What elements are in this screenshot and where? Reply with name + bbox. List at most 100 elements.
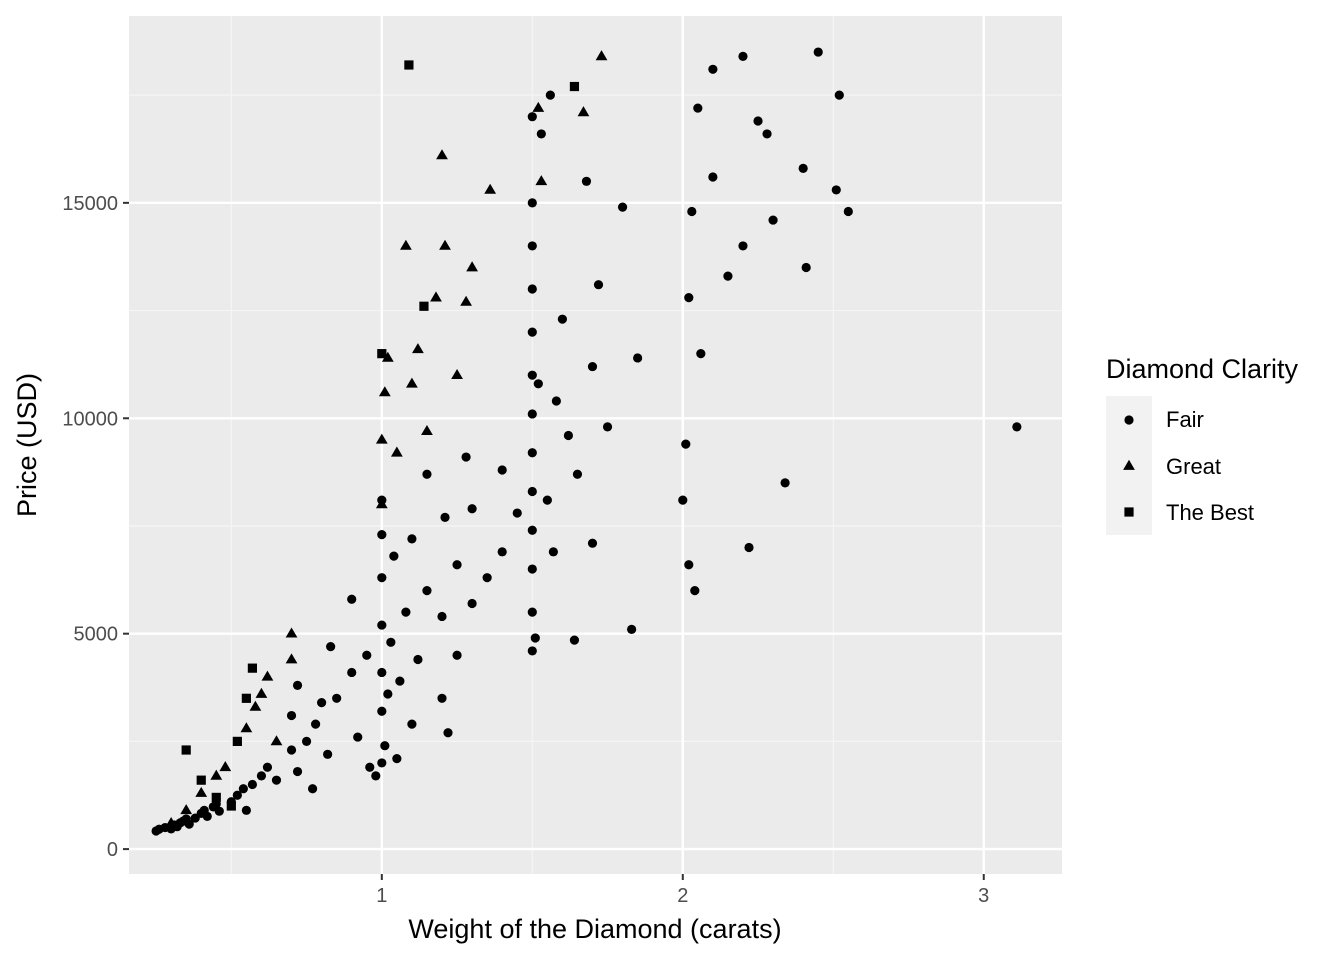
x-tick-label: 3: [978, 885, 989, 907]
the-best-point: [232, 736, 242, 746]
fair-point: [286, 710, 297, 721]
fair-point: [371, 771, 381, 781]
fair-point: [202, 811, 212, 821]
great-point: [240, 722, 253, 733]
fair-point: [780, 478, 790, 488]
fair-point: [271, 775, 282, 785]
the-best-point: [211, 792, 221, 802]
the-best-point: [181, 745, 191, 755]
fair-point: [527, 409, 537, 419]
fair-point: [241, 805, 251, 815]
fair-point: [1012, 422, 1022, 432]
legend: Diamond Clarity Fair Great The Best: [1106, 354, 1299, 535]
legend-title: Diamond Clarity: [1106, 354, 1299, 384]
great-point: [532, 101, 545, 112]
fair-point: [301, 736, 312, 746]
fair-point: [256, 771, 267, 781]
fair-point: [527, 327, 537, 337]
fair-point: [497, 547, 507, 557]
fair-point: [581, 176, 592, 186]
legend-key-the-best: [1124, 507, 1134, 517]
fair-point: [317, 698, 327, 708]
fair-point: [377, 758, 387, 768]
great-point: [400, 239, 412, 250]
great-point: [249, 700, 262, 711]
fair-point: [678, 495, 688, 505]
fair-point: [362, 650, 372, 660]
great-point: [375, 433, 388, 444]
the-best-point: [569, 81, 580, 92]
the-best-point: [226, 801, 236, 811]
fair-point: [551, 396, 561, 406]
great-point: [430, 291, 442, 302]
fair-point: [548, 547, 558, 557]
fair-point: [690, 585, 700, 596]
fair-point: [443, 728, 453, 738]
fair-point: [533, 379, 543, 389]
fair-point: [452, 560, 462, 570]
fair-point: [401, 607, 411, 617]
fair-point: [527, 198, 537, 208]
fair-point: [527, 525, 537, 535]
fair-point: [527, 564, 537, 574]
fair-point: [617, 202, 628, 212]
fair-point: [422, 585, 432, 596]
fair-point: [527, 370, 537, 380]
fair-point: [232, 790, 242, 800]
fair-point: [380, 741, 390, 751]
great-point: [255, 687, 268, 698]
data-points: [151, 47, 1022, 836]
fair-point: [527, 448, 537, 458]
great-point: [378, 386, 391, 397]
great-point: [460, 295, 472, 306]
fair-point: [214, 806, 224, 816]
fair-point: [536, 129, 546, 139]
great-point: [180, 804, 193, 815]
great-point: [577, 106, 590, 117]
great-point: [285, 653, 298, 664]
fair-point: [801, 262, 811, 273]
fair-point: [834, 90, 844, 100]
fair-point: [693, 103, 703, 113]
fair-point: [389, 551, 399, 561]
great-point: [436, 149, 448, 160]
great-point: [195, 786, 208, 797]
fair-point: [307, 784, 318, 794]
fair-point: [813, 47, 823, 57]
great-point: [285, 627, 298, 638]
fair-point: [723, 271, 733, 281]
fair-point: [768, 215, 778, 225]
fair-point: [467, 598, 477, 609]
great-point: [165, 817, 178, 828]
fair-point: [527, 284, 537, 294]
fair-point: [542, 495, 552, 505]
legend-label-the-best: The Best: [1166, 500, 1254, 525]
the-best-point: [419, 301, 429, 311]
fair-point: [738, 241, 748, 251]
fair-point: [843, 206, 853, 217]
fair-point: [545, 90, 555, 100]
fair-point: [347, 594, 357, 604]
fair-point: [687, 206, 697, 217]
y-tick-label: 0: [107, 839, 118, 861]
fair-point: [377, 706, 387, 716]
fair-point: [696, 349, 706, 359]
fair-point: [292, 680, 303, 690]
fair-point: [744, 542, 754, 553]
fair-point: [633, 353, 643, 363]
the-best-point: [196, 775, 206, 785]
fair-point: [587, 538, 598, 548]
fair-point: [569, 635, 580, 645]
great-point: [261, 670, 274, 681]
great-point: [421, 424, 433, 436]
x-tick-label: 1: [376, 885, 387, 907]
the-best-point: [247, 663, 257, 673]
fair-point: [762, 129, 772, 139]
legend-label-fair: Fair: [1166, 407, 1204, 432]
fair-point: [407, 719, 417, 729]
fair-point: [292, 766, 303, 777]
fair-point: [497, 465, 507, 475]
fair-point: [377, 529, 387, 540]
fair-point: [684, 560, 694, 570]
